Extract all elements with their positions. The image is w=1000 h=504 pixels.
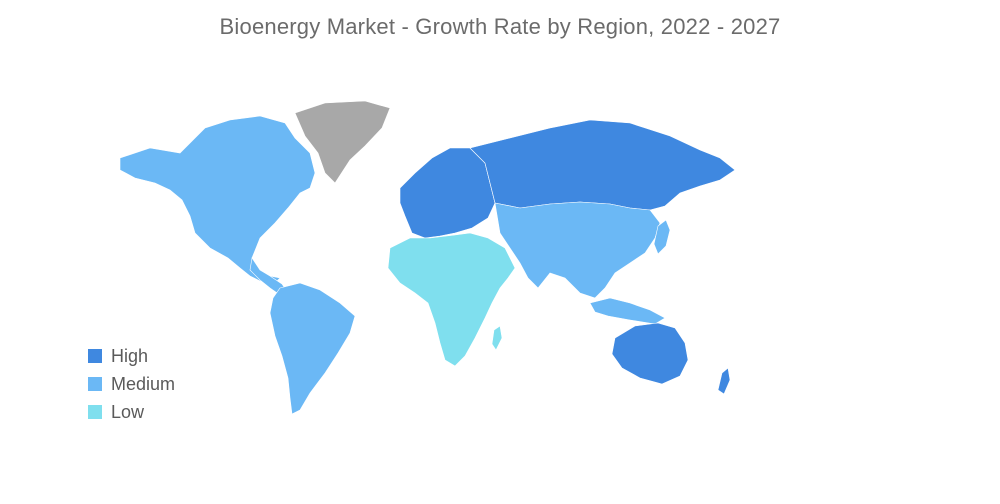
region-middle-east-africa[interactable] <box>387 232 516 367</box>
legend-label: Medium <box>111 373 176 394</box>
region-north-america[interactable] <box>119 115 316 284</box>
legend: High Medium Low <box>88 342 175 426</box>
region-new-zealand[interactable] <box>717 367 731 395</box>
legend-swatch-low <box>88 405 102 419</box>
legend-swatch-medium <box>88 377 102 391</box>
region-asia-pacific[interactable] <box>494 201 661 299</box>
region-southeast-asia-islands[interactable] <box>589 297 666 325</box>
legend-swatch-high <box>88 349 102 363</box>
region-europe[interactable] <box>399 147 496 239</box>
region-japan[interactable] <box>653 219 671 255</box>
chart-title: Bioenergy Market - Growth Rate by Region… <box>219 14 781 39</box>
legend-label: Low <box>111 401 145 422</box>
region-madagascar[interactable] <box>491 325 503 351</box>
legend-item-high: High <box>88 342 175 370</box>
region-greenland[interactable] <box>294 100 391 184</box>
region-russia[interactable] <box>469 119 736 211</box>
region-south-america[interactable] <box>269 282 356 415</box>
world-map <box>119 100 736 415</box>
region-australia[interactable] <box>611 322 689 385</box>
legend-label: High <box>111 345 149 366</box>
legend-item-medium: Medium <box>88 370 175 398</box>
legend-item-low: Low <box>88 398 175 426</box>
